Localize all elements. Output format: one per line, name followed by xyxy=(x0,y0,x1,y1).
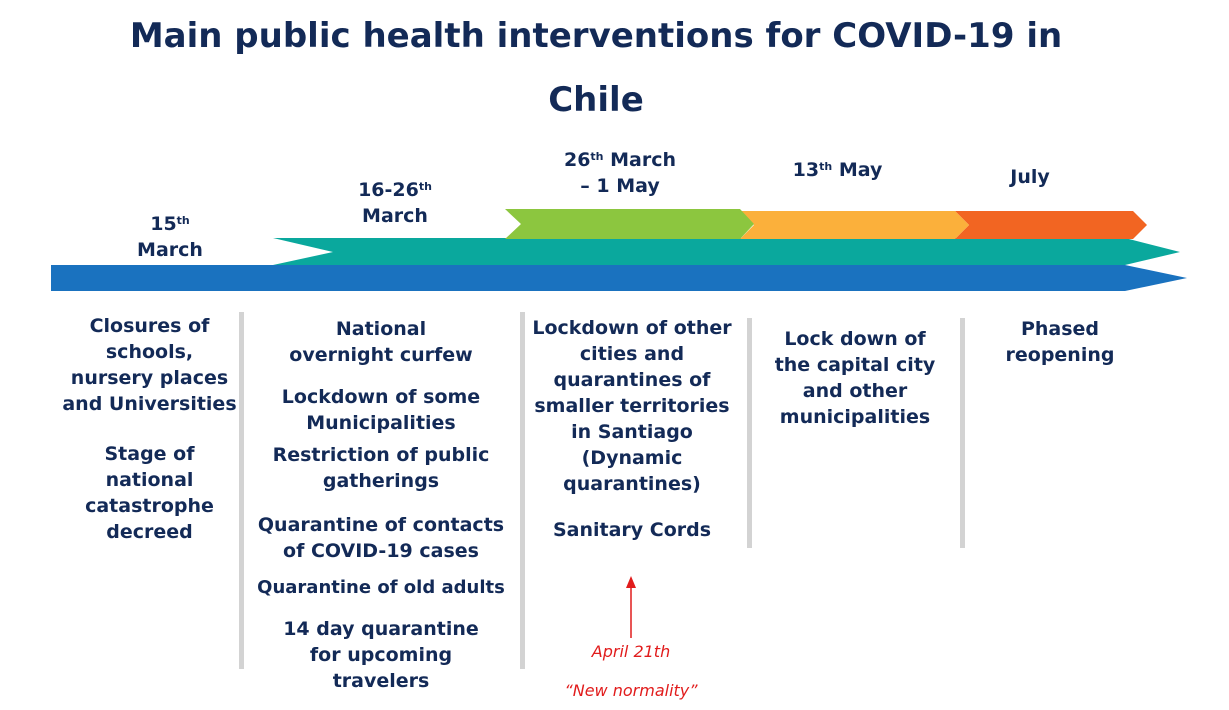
intervention-item: Restriction of public gatherings xyxy=(272,444,490,492)
intervention-item: Sanitary Cords xyxy=(552,519,712,541)
column-separator xyxy=(747,318,752,548)
intervention-item: Closures of schools, nursery places and … xyxy=(62,315,237,415)
annotation-date: April 21th xyxy=(591,642,671,661)
intervention-item: National overnight curfew xyxy=(289,318,473,366)
interventions-column-15-march: Closures of schools, nursery places and … xyxy=(62,313,237,545)
intervention-item: Quarantine of old adults xyxy=(257,577,505,598)
page-title: Main public health interventions for COV… xyxy=(129,16,1063,120)
interventions-column-26-march-1-may: Lockdown of other cities and quarantines… xyxy=(528,315,736,543)
date-label-15-march: 15th March xyxy=(137,213,203,261)
column-separator xyxy=(239,312,244,669)
intervention-item: Lockdown of some Municipalities xyxy=(281,386,481,434)
orange-arrow-segment xyxy=(955,211,1147,239)
interventions-column-16-26-march: National overnight curfew Lockdown of so… xyxy=(245,316,517,694)
intervention-item: Lockdown of other cities and quarantines… xyxy=(532,317,732,495)
date-label-26-march-1-may: 26th March – 1 May xyxy=(563,149,677,197)
interventions-column-july: Phased reopening xyxy=(990,316,1130,368)
intervention-item: Lock down of the capital city and other … xyxy=(774,328,936,428)
annotation-label: “New normality” xyxy=(564,681,698,700)
teal-arrow-band xyxy=(273,238,1180,265)
intervention-item: 14 day quarantine for upcoming travelers xyxy=(283,618,479,692)
date-label-13-may: 13th May xyxy=(792,159,883,181)
interventions-column-13-may: Lock down of the capital city and other … xyxy=(765,326,945,430)
intervention-item: Phased reopening xyxy=(1005,318,1115,366)
yellow-arrow-segment xyxy=(740,211,969,239)
green-arrow-segment xyxy=(505,209,754,239)
date-label-16-26-march: 16-26th March xyxy=(358,179,432,227)
intervention-item: Quarantine of contacts of COVID-19 cases xyxy=(257,514,505,562)
column-separator xyxy=(520,312,525,669)
date-label-july: July xyxy=(1010,166,1050,188)
column-separator xyxy=(960,318,965,548)
intervention-item: Stage of national catastrophe decreed xyxy=(85,443,214,543)
blue-arrow-band xyxy=(51,265,1187,291)
